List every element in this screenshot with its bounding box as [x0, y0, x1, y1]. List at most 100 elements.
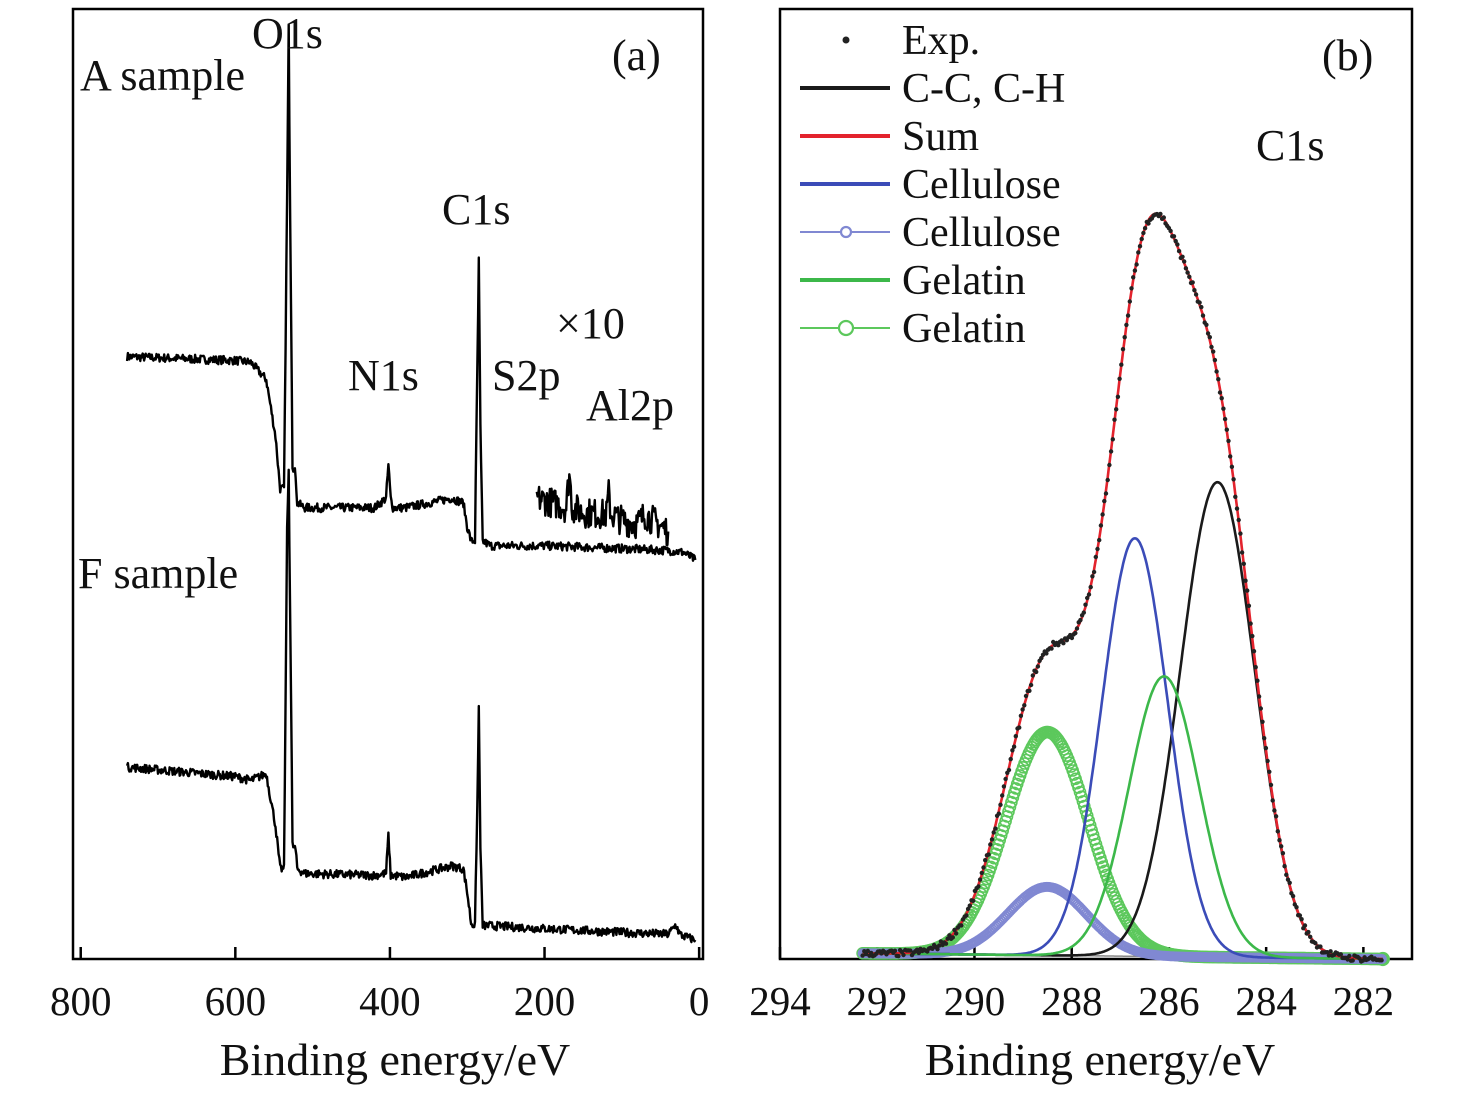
exp-point-263 [1308, 934, 1313, 939]
exp-point-213 [1222, 416, 1228, 422]
exp-point-240 [1268, 782, 1274, 788]
exp-point-5 [869, 950, 874, 956]
exp-point-28 [908, 948, 913, 953]
legend-label-2: Sum [902, 114, 979, 160]
exp-point-46 [938, 939, 944, 944]
exp-point-241 [1270, 798, 1275, 803]
panel-b-series [856, 211, 1390, 967]
exp-point-215 [1226, 438, 1231, 444]
legend-item-1: C-C, C-H [800, 66, 1065, 112]
exp-point-220 [1234, 506, 1240, 511]
exp-point-133 [1086, 592, 1092, 597]
panel-b-x-ticks: 294 292 290 288 286 284 282 [749, 947, 1394, 1024]
exp-point-235 [1260, 719, 1265, 724]
panel-b-tag: (b) [1322, 31, 1373, 80]
exp-point-102 [1034, 669, 1039, 675]
exp-point-294 [1360, 958, 1366, 963]
exp-point-165 [1141, 230, 1146, 236]
exp-point-160 [1132, 268, 1138, 273]
exp-point-141 [1100, 512, 1105, 517]
legend-swatch-0 [842, 36, 850, 44]
legend-item-0: Exp. [842, 18, 980, 64]
exp-point-44 [935, 947, 940, 952]
exp-point-257 [1297, 913, 1303, 918]
panel-a-series [125, 23, 697, 944]
exp-point-69 [977, 877, 983, 882]
exp-point-147 [1110, 437, 1116, 442]
exp-point-21 [896, 953, 901, 959]
exp-point-191 [1185, 270, 1190, 275]
exp-point-65 [971, 898, 976, 903]
exp-point-89 [1011, 744, 1017, 749]
exp-point-111 [1049, 646, 1054, 651]
exp-point-93 [1018, 713, 1024, 718]
exp-point-249 [1284, 872, 1289, 877]
exp-point-3 [865, 948, 870, 954]
exp-point-194 [1190, 280, 1195, 285]
exp-point-255 [1294, 905, 1299, 910]
exp-point-149 [1114, 407, 1119, 412]
exp-point-286 [1347, 953, 1352, 959]
exp-point-100 [1030, 673, 1036, 678]
exp-point-103 [1035, 664, 1041, 669]
exp-point-275 [1328, 949, 1333, 954]
n1s-label: N1s [348, 351, 419, 400]
exp-point-207 [1212, 357, 1218, 363]
exp-point-159 [1131, 275, 1136, 280]
panel-b-tick-label-0: 294 [749, 978, 811, 1024]
a-sample-label: A sample [80, 51, 245, 100]
exp-point-258 [1299, 917, 1304, 922]
exp-point-105 [1039, 655, 1044, 661]
exp-point-24 [901, 952, 906, 958]
exp-point-236 [1262, 736, 1267, 741]
panel-b-tick-label-6: 282 [1333, 978, 1395, 1024]
exp-point-212 [1221, 406, 1226, 411]
exp-point-242 [1272, 808, 1277, 813]
exp-point-166 [1142, 226, 1148, 231]
exp-point-155 [1124, 322, 1129, 328]
legend-label-1: C-C, C-H [902, 66, 1065, 112]
exp-point-144 [1105, 477, 1110, 483]
exp-point-162 [1136, 250, 1141, 255]
exp-point-78 [993, 826, 998, 831]
exp-point-146 [1108, 449, 1114, 454]
exp-point-63 [967, 903, 972, 908]
legend-label-3: Cellulose [902, 162, 1061, 208]
exp-point-58 [959, 923, 964, 928]
panel-b-tick-label-4: 286 [1138, 978, 1200, 1024]
exp-point-248 [1282, 864, 1287, 869]
o1s-label: O1s [252, 9, 323, 58]
exp-point-138 [1095, 546, 1100, 552]
exp-point-19 [892, 948, 898, 953]
exp-point-211 [1219, 396, 1224, 401]
exp-point-53 [950, 935, 955, 940]
panel-b-legend: Exp.C-C, C-HSumCelluloseCelluloseGelatin… [800, 18, 1065, 352]
exp-point-108 [1044, 651, 1049, 656]
exp-point-204 [1207, 335, 1213, 340]
exp-point-87 [1008, 756, 1013, 762]
exp-point-153 [1120, 347, 1126, 352]
exp-point-150 [1115, 394, 1121, 399]
exp-point-232 [1255, 678, 1260, 683]
exp-point-239 [1267, 769, 1272, 774]
exp-point-203 [1205, 331, 1211, 336]
exp-point-41 [930, 946, 935, 951]
exp-point-234 [1258, 706, 1264, 711]
exp-point-80 [996, 811, 1001, 816]
exp-point-221 [1236, 517, 1241, 523]
exp-point-68 [976, 884, 981, 889]
exp-point-168 [1146, 221, 1151, 226]
legend-label-4: Cellulose [902, 210, 1061, 256]
exp-point-243 [1273, 814, 1279, 819]
exp-point-70 [979, 870, 984, 876]
exp-point-158 [1129, 286, 1134, 291]
exp-point-188 [1180, 254, 1185, 259]
exp-point-83 [1001, 784, 1007, 789]
exp-point-139 [1097, 537, 1102, 543]
exp-point-228 [1248, 621, 1253, 626]
panel-b-series-exp [860, 211, 1384, 964]
exp-point-183 [1171, 234, 1177, 239]
exp-point-251 [1287, 880, 1292, 885]
exp-point-192 [1187, 274, 1192, 279]
